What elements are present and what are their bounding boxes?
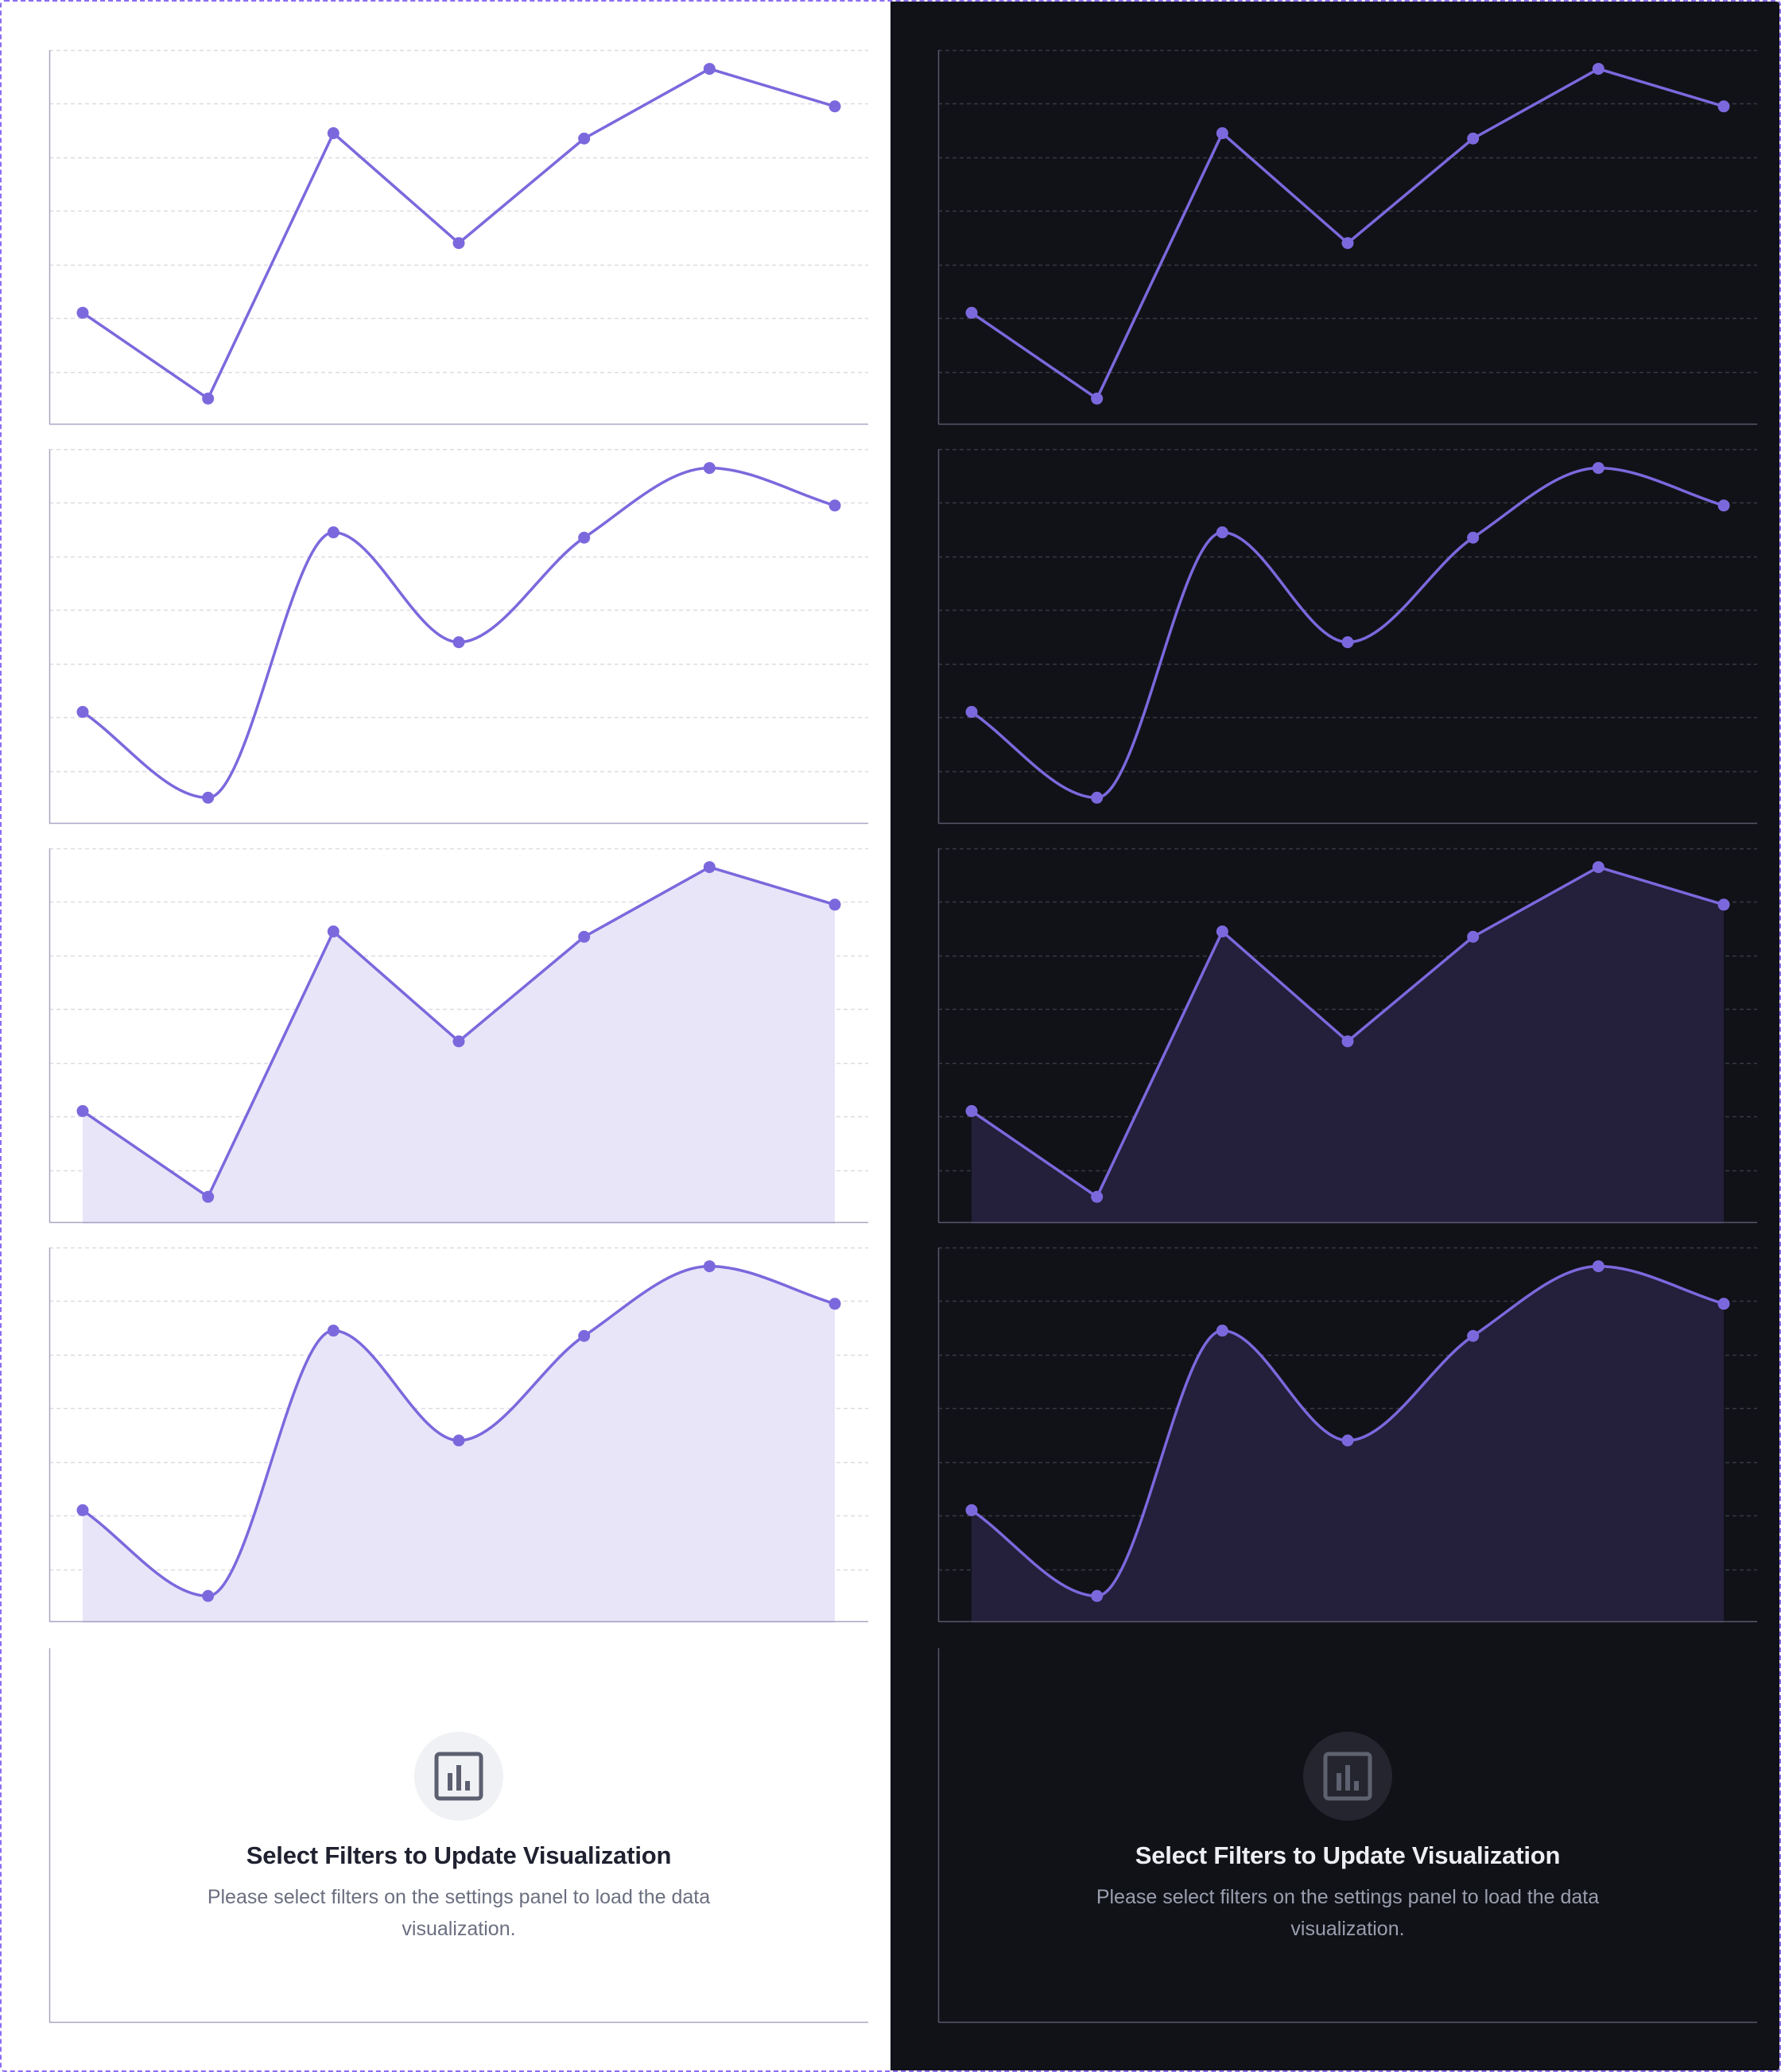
- data-point: [1341, 1434, 1354, 1447]
- empty-state-description: Please select filters on the settings pa…: [207, 1886, 711, 1940]
- data-point: [1091, 791, 1104, 804]
- bar-chart-icon: [1323, 1752, 1372, 1801]
- data-point: [965, 306, 978, 319]
- series-line: [81, 67, 836, 401]
- data-point: [828, 499, 841, 512]
- area-chart-smooth-dark: [937, 1247, 1757, 1623]
- data-point: [1592, 462, 1604, 475]
- data-point: [578, 132, 591, 145]
- line-chart-linear-light: [49, 49, 868, 425]
- empty-state-icon-badge: [1303, 1732, 1392, 1821]
- data-point: [327, 1325, 340, 1337]
- data-point: [1091, 392, 1104, 405]
- area-chart-linear-dark: [937, 848, 1757, 1224]
- data-point: [1091, 1589, 1104, 1602]
- area-chart-linear-light: [49, 848, 868, 1224]
- data-point: [828, 100, 841, 113]
- data-point: [327, 925, 340, 938]
- empty-panel-axes: [49, 1648, 868, 2023]
- data-point: [1216, 1325, 1228, 1337]
- data-point: [1592, 1260, 1604, 1273]
- data-point: [327, 127, 340, 140]
- data-point: [1341, 636, 1354, 649]
- empty-state-title: Select Filters to Update Visualization: [1135, 1841, 1561, 1869]
- data-point: [703, 1260, 716, 1273]
- data-point: [1341, 1035, 1354, 1048]
- data-point: [76, 1104, 89, 1117]
- data-point: [1091, 1190, 1104, 1203]
- data-point: [965, 1104, 978, 1117]
- data-point: [1717, 499, 1730, 512]
- light-theme-column: Select Filters to Update Visualization P…: [2, 2, 890, 2070]
- data-point: [202, 791, 215, 804]
- line-chart-linear-dark: [937, 49, 1757, 425]
- data-point: [1592, 63, 1604, 76]
- data-point: [578, 930, 591, 943]
- data-point: [703, 861, 716, 874]
- data-point: [452, 1035, 465, 1048]
- dark-theme-column: Select Filters to Update Visualization P…: [890, 2, 1779, 2070]
- data-point: [1467, 930, 1480, 943]
- data-point: [965, 705, 978, 718]
- empty-state-panel-light: Select Filters to Update Visualization P…: [49, 1648, 868, 2023]
- data-point: [76, 705, 89, 718]
- area-chart-smooth-light: [49, 1247, 868, 1623]
- data-point: [1341, 237, 1354, 250]
- data-point: [1592, 861, 1604, 874]
- data-point: [1216, 526, 1228, 539]
- empty-state-icon-badge: [414, 1732, 503, 1821]
- empty-state: Select Filters to Update Visualization P…: [938, 1732, 1757, 1945]
- data-point: [578, 1329, 591, 1342]
- data-point: [452, 1434, 465, 1447]
- data-point: [327, 526, 340, 539]
- series-line: [81, 466, 836, 800]
- data-point: [828, 898, 841, 911]
- data-point: [1717, 1298, 1730, 1310]
- data-point: [202, 392, 215, 405]
- series-line: [970, 67, 1725, 401]
- empty-state-description: Please select filters on the settings pa…: [1096, 1886, 1600, 1940]
- data-point: [1717, 100, 1730, 113]
- empty-state-panel-dark: Select Filters to Update Visualization P…: [937, 1648, 1757, 2023]
- data-point: [578, 531, 591, 544]
- data-point: [452, 237, 465, 250]
- empty-state-title: Select Filters to Update Visualization: [246, 1841, 672, 1869]
- data-point: [1467, 132, 1480, 145]
- empty-state: Select Filters to Update Visualization P…: [49, 1732, 868, 1945]
- data-point: [828, 1298, 841, 1310]
- data-point: [76, 306, 89, 319]
- empty-panel-axes: [937, 1648, 1757, 2023]
- data-point: [1216, 127, 1228, 140]
- line-chart-smooth-light: [49, 448, 868, 825]
- series-line: [970, 466, 1725, 800]
- data-point: [1216, 925, 1228, 938]
- data-point: [202, 1190, 215, 1203]
- data-point: [965, 1504, 978, 1516]
- data-point: [703, 462, 716, 475]
- data-point: [1467, 531, 1480, 544]
- data-point: [452, 636, 465, 649]
- data-point: [1467, 1329, 1480, 1342]
- data-point: [202, 1589, 215, 1602]
- data-point: [1717, 898, 1730, 911]
- data-point: [703, 63, 716, 76]
- bar-chart-icon: [434, 1752, 483, 1801]
- line-chart-smooth-dark: [937, 448, 1757, 825]
- data-point: [76, 1504, 89, 1516]
